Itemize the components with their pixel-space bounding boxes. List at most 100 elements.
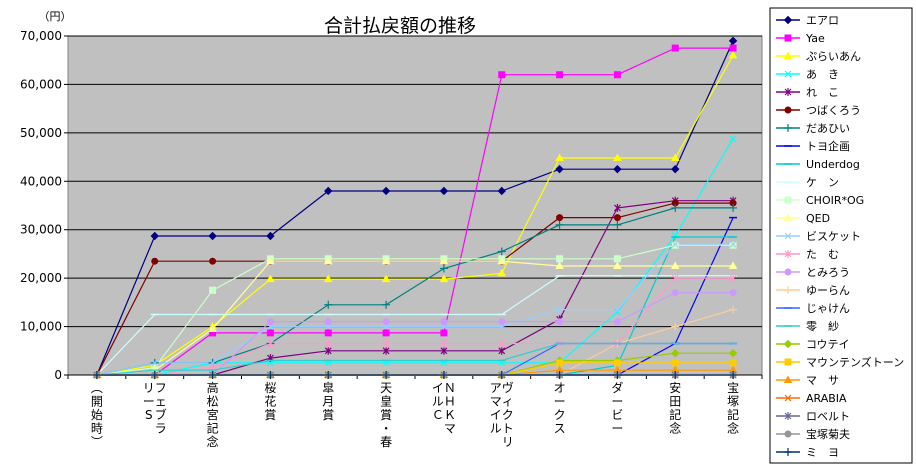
data-point xyxy=(150,231,159,241)
x-tick-label: 安田記念 xyxy=(669,380,681,436)
data-point xyxy=(497,268,507,277)
data-point xyxy=(671,349,680,358)
data-point xyxy=(783,15,793,25)
y-tick-label: 0 xyxy=(54,368,62,382)
data-point xyxy=(324,371,333,379)
data-point xyxy=(208,231,217,241)
data-point xyxy=(784,268,792,276)
data-point xyxy=(783,51,793,59)
data-point xyxy=(497,371,506,379)
data-point xyxy=(556,359,564,367)
data-point xyxy=(266,329,274,337)
data-point xyxy=(440,346,448,355)
data-point xyxy=(555,261,564,270)
series-line xyxy=(96,342,734,376)
data-point xyxy=(729,371,738,379)
x-tick-label: 天皇賞・春 xyxy=(380,381,392,449)
data-point xyxy=(783,375,793,383)
data-point xyxy=(266,231,275,241)
data-point xyxy=(439,264,448,273)
data-point xyxy=(323,256,333,265)
y-tick-label: 30,000 xyxy=(20,223,62,237)
x-tick-label: オークス xyxy=(554,381,566,436)
x-tick-label: ヴィクトリアマイル xyxy=(490,380,514,449)
data-point xyxy=(613,214,621,222)
legend-label: 宝塚菊夫 xyxy=(806,427,850,441)
x-tick-label: ︵開始時︶ xyxy=(91,381,103,449)
data-point xyxy=(498,346,506,355)
data-point xyxy=(324,300,333,309)
data-point xyxy=(613,71,621,79)
data-point xyxy=(729,240,737,248)
legend-label: QED xyxy=(806,212,830,225)
data-point xyxy=(208,371,217,379)
data-point xyxy=(382,318,390,326)
data-point xyxy=(497,186,506,196)
legend-label: ARABIA xyxy=(806,392,847,405)
data-point xyxy=(555,153,564,162)
series-line xyxy=(96,277,734,376)
data-point xyxy=(613,371,622,379)
data-point xyxy=(728,349,738,358)
x-tick-label: 桜花賞 xyxy=(264,381,276,422)
data-point xyxy=(440,329,448,337)
data-point xyxy=(323,274,333,283)
y-tick-label: 60,000 xyxy=(20,77,62,91)
y-tick-label: 70,000 xyxy=(20,29,62,43)
data-point xyxy=(613,318,621,326)
data-point xyxy=(556,71,564,79)
data-point xyxy=(324,318,332,326)
x-tick-label: フェブラリー S xyxy=(143,381,167,436)
legend-label: トヨ企画 xyxy=(806,139,850,153)
data-point xyxy=(613,261,622,270)
data-point xyxy=(728,50,738,59)
data-point xyxy=(729,203,738,212)
legend-label: た む xyxy=(806,248,839,261)
data-point xyxy=(613,306,621,314)
legend-label: ロベルト xyxy=(806,410,850,423)
y-axis-unit-label: （円） xyxy=(39,10,72,23)
data-point xyxy=(613,164,622,174)
data-point xyxy=(556,255,564,263)
legend-label: じゃけん xyxy=(806,302,850,315)
data-point xyxy=(150,371,159,379)
series-line xyxy=(96,244,734,376)
data-point xyxy=(555,220,564,229)
data-point xyxy=(784,250,792,258)
data-point xyxy=(671,289,679,297)
data-point xyxy=(729,305,738,314)
data-point xyxy=(784,232,792,240)
series-line xyxy=(96,275,734,376)
y-tick-label: 10,000 xyxy=(20,320,62,334)
data-point xyxy=(784,430,792,438)
data-point xyxy=(381,274,391,283)
legend-label: Underdog xyxy=(806,158,860,171)
data-point xyxy=(784,286,792,294)
gridlines xyxy=(68,35,762,328)
data-point xyxy=(266,339,274,348)
chart-title: 合計払戻額の推移 xyxy=(324,15,476,37)
data-point xyxy=(92,371,101,379)
data-point xyxy=(784,70,792,78)
data-point xyxy=(382,339,390,348)
y-axis-ticks: 0 10,000 20,000 30,000 40,000 50,000 60,000 70,… xyxy=(20,29,68,382)
data-point xyxy=(728,261,738,270)
legend-label: だあひい xyxy=(806,122,850,135)
data-point xyxy=(266,274,275,283)
legend-label: つばくろう xyxy=(806,104,861,117)
data-point xyxy=(324,329,332,337)
data-point xyxy=(670,153,680,162)
data-point xyxy=(613,359,621,367)
data-point xyxy=(498,339,506,348)
legend-label: エアロ xyxy=(806,14,839,27)
data-point xyxy=(498,71,506,79)
x-tick-label: 皐月賞 xyxy=(322,380,334,422)
data-point xyxy=(784,124,792,132)
data-point xyxy=(670,261,680,270)
data-point xyxy=(671,359,679,367)
data-point xyxy=(613,220,622,229)
data-point xyxy=(497,256,507,265)
data-point xyxy=(613,255,621,263)
series-line xyxy=(96,260,734,376)
data-point xyxy=(555,164,564,174)
